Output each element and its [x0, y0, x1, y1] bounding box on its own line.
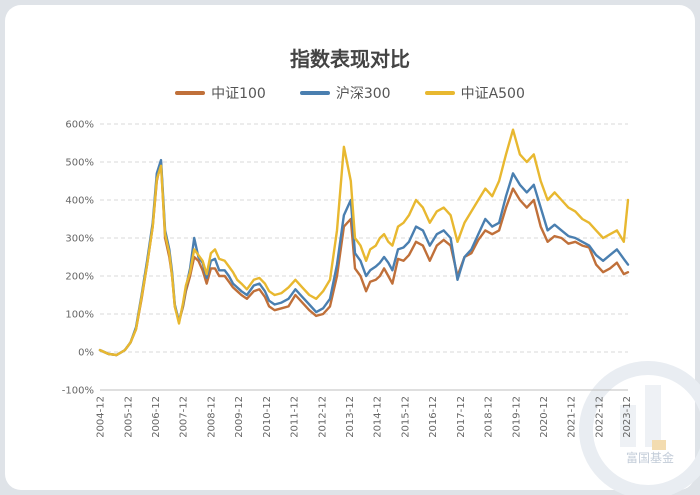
watermark-text: 富国基金 — [626, 450, 674, 465]
x-tick-label: 2004-12 — [96, 396, 107, 438]
x-tick-label: 2023-12 — [622, 396, 633, 438]
x-tick-label: 2016-12 — [428, 396, 439, 438]
x-tick-label: 2010-12 — [262, 396, 273, 438]
x-tick-label: 2015-12 — [400, 396, 411, 438]
x-tick-label: 2018-12 — [484, 396, 495, 438]
x-tick-label: 2020-12 — [539, 396, 550, 438]
x-tick-label: 2022-12 — [594, 396, 605, 438]
watermark-logo-icon — [579, 361, 700, 495]
x-tick-label: 2011-12 — [290, 396, 301, 438]
legend-swatch-2 — [424, 91, 455, 95]
x-tick-label: 2017-12 — [456, 396, 467, 438]
x-tick-label: 2012-12 — [317, 396, 328, 438]
y-tick-label: 300% — [65, 234, 94, 245]
legend-item-0: 中证100 — [175, 83, 266, 103]
x-tick-label: 2007-12 — [179, 396, 190, 438]
legend-label-0: 中证100 — [211, 86, 266, 102]
watermark-block-accent — [652, 440, 666, 450]
y-tick-label: 400% — [65, 196, 94, 207]
x-tick-label: 2021-12 — [567, 396, 578, 438]
legend-item-1: 沪深300 — [299, 83, 391, 103]
legend-item-2: 中证A500 — [424, 83, 525, 103]
y-tick-label: 0% — [78, 348, 94, 359]
y-tick-label: 100% — [65, 310, 94, 321]
y-tick-label: -100% — [62, 386, 94, 397]
x-tick-label: 2019-12 — [511, 396, 522, 438]
x-tick-label: 2009-12 — [234, 396, 245, 438]
watermark-block — [645, 385, 661, 447]
y-tick-label: 200% — [65, 272, 94, 283]
y-tick-label: 600% — [65, 120, 94, 131]
y-tick-label: 500% — [65, 158, 94, 169]
watermark-ring — [579, 361, 700, 495]
chart-legend: 中证100 沪深300 中证A500 — [5, 83, 695, 103]
x-tick-label: 2005-12 — [123, 396, 134, 438]
legend-label-1: 沪深300 — [335, 86, 391, 102]
legend-swatch-0 — [175, 91, 206, 95]
chart-card: 指数表现对比 中证100 沪深300 中证A500 — [5, 5, 695, 490]
series-line-2 — [98, 128, 630, 357]
legend-label-2: 中证A500 — [460, 86, 525, 102]
x-tick-label: 2008-12 — [206, 396, 217, 438]
legend-swatch-1 — [299, 91, 330, 95]
x-tick-label: 2014-12 — [373, 396, 384, 438]
x-tick-label: 2013-12 — [345, 396, 356, 438]
x-tick-label: 2006-12 — [151, 396, 162, 438]
watermark-block — [620, 405, 636, 447]
chart-title: 指数表现对比 — [290, 47, 410, 71]
